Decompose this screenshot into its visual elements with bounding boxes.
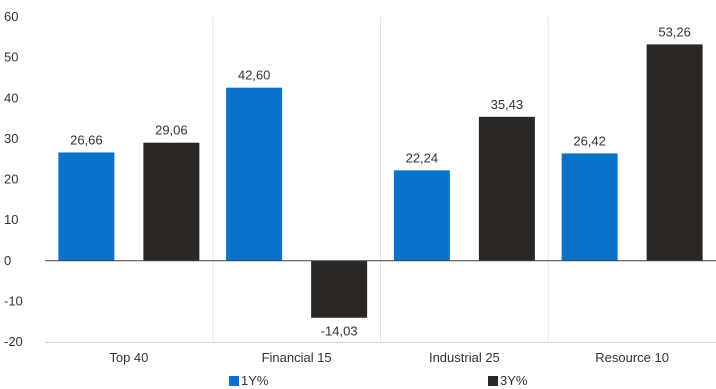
y-tick-label: 50 — [4, 50, 18, 65]
data-label: 35,43 — [491, 97, 524, 112]
bar-3y — [646, 44, 703, 261]
bar-1y — [226, 87, 283, 261]
y-tick-label: 0 — [4, 253, 11, 268]
data-label: 22,24 — [406, 150, 439, 165]
bar-3y — [478, 116, 535, 261]
legend-swatch-3y — [488, 376, 498, 386]
data-label: 42,60 — [238, 68, 271, 83]
legend-label-3y: 3Y% — [500, 373, 528, 388]
data-label: -14,03 — [321, 324, 358, 339]
legend-label-1y: 1Y% — [241, 373, 269, 388]
y-tick-label: 30 — [4, 131, 18, 146]
data-label: 26,66 — [70, 132, 103, 147]
data-label: 53,26 — [658, 24, 691, 39]
x-tick-label: Top 40 — [109, 350, 148, 365]
legend-swatch-1y — [229, 376, 239, 386]
y-tick-label: -10 — [4, 293, 23, 308]
legend-1y: 1Y% — [229, 374, 268, 388]
y-tick-label: 40 — [4, 90, 18, 105]
legend-3y: 3Y% — [488, 374, 527, 388]
x-tick-label: Resource 10 — [595, 350, 669, 365]
bar-1y — [58, 152, 115, 261]
y-tick-label: 20 — [4, 172, 18, 187]
data-label: 29,06 — [155, 123, 188, 138]
bar-3y — [143, 142, 200, 261]
y-tick-label: 60 — [4, 9, 18, 24]
y-tick-label: -20 — [4, 334, 23, 349]
x-tick-label: Financial 15 — [262, 350, 332, 365]
y-tick-label: 10 — [4, 212, 18, 227]
bar-3y — [311, 260, 368, 318]
x-tick-label: Industrial 25 — [429, 350, 500, 365]
bar-1y — [561, 153, 618, 261]
bar-1y — [393, 170, 450, 261]
data-label: 26,42 — [573, 133, 606, 148]
